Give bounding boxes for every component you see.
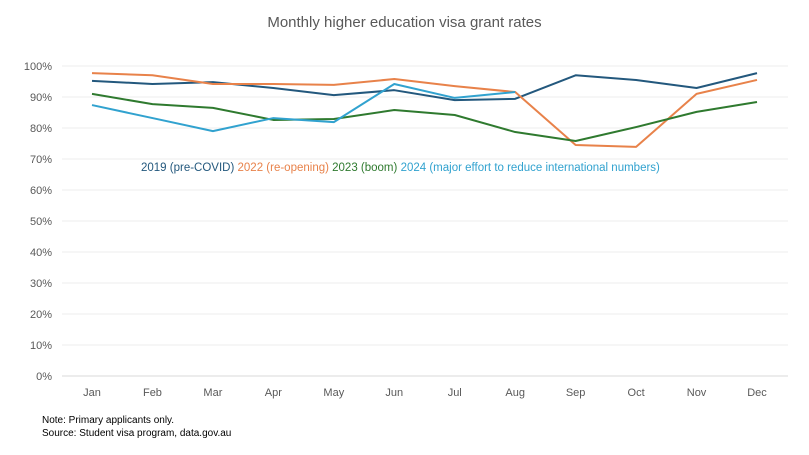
y-tick-label: 10%	[30, 340, 52, 352]
x-tick-label: Jul	[448, 387, 462, 399]
x-tick-label: Dec	[747, 387, 767, 399]
x-tick-label: Feb	[143, 387, 162, 399]
series-line-2024	[91, 82, 516, 133]
x-tick-label: Apr	[265, 387, 282, 399]
y-tick-label: 100%	[24, 61, 52, 73]
legend-2023: 2023 (boom)	[332, 162, 398, 174]
y-tick-label: 50%	[30, 216, 52, 228]
legend-2022: 2022 (re-opening)	[237, 162, 329, 174]
x-tick-label: Aug	[505, 387, 525, 399]
chart-title: Monthly higher education visa grant rate…	[267, 14, 542, 31]
y-tick-label: 30%	[30, 278, 52, 290]
y-tick-label: 70%	[30, 154, 52, 166]
series-line-2022	[91, 72, 758, 148]
y-tick-label: 80%	[30, 123, 52, 135]
legend-2019: 2019 (pre-COVID)	[141, 162, 235, 174]
x-tick-label: Nov	[687, 387, 707, 399]
legend-2024: 2024 (major effort to reduce internation…	[400, 162, 660, 174]
x-tick-label: Mar	[203, 387, 222, 399]
x-tick-label: Oct	[628, 387, 645, 399]
x-tick-label: Jan	[83, 387, 101, 399]
note-text: Note: Primary applicants only.	[42, 415, 175, 426]
y-tick-label: 90%	[30, 92, 52, 104]
notes: Note: Primary applicants only. Source: S…	[42, 414, 231, 440]
y-tick-label: 0%	[36, 371, 52, 383]
series-line-2019	[91, 72, 758, 102]
x-tick-label: Jun	[385, 387, 403, 399]
y-tick-label: 40%	[30, 247, 52, 259]
series-line-2023	[91, 92, 758, 143]
x-tick-label: Sep	[566, 387, 586, 399]
y-tick-label: 60%	[30, 185, 52, 197]
x-tick-label: May	[323, 387, 344, 399]
legend: 2019 (pre-COVID) 2022 (re-opening) 2023 …	[141, 162, 660, 174]
y-tick-label: 20%	[30, 309, 52, 321]
source-text: Source: Student visa program, data.gov.a…	[42, 428, 232, 439]
